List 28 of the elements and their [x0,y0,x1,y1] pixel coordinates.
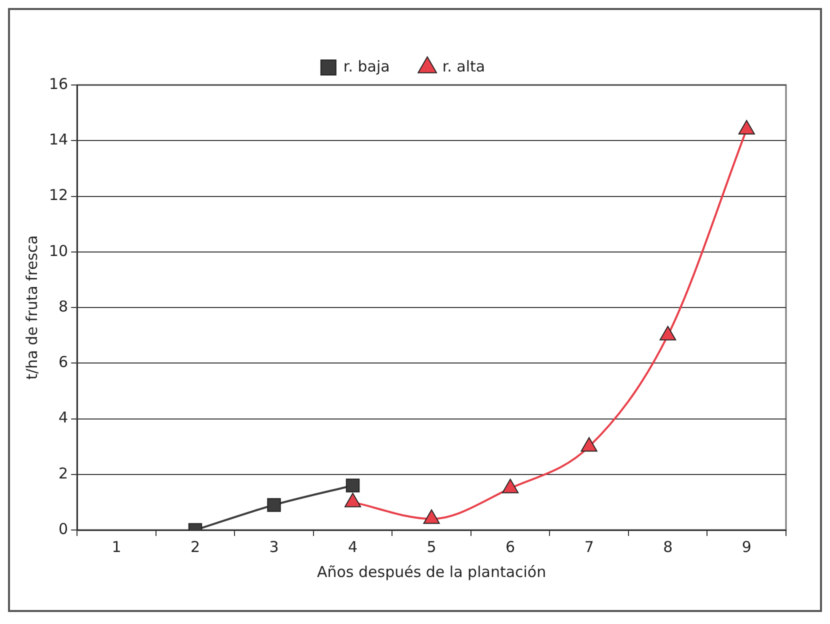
point [738,120,755,134]
y-tick-label: 10 [48,242,68,260]
legend-label: r. baja [343,57,390,76]
x-tick-label: 8 [663,538,673,556]
y-tick-label: 0 [58,520,68,538]
x-tick-label: 1 [112,538,122,556]
point [344,492,362,508]
point [660,326,676,340]
y-tick-label: 12 [48,186,68,204]
y-tick-label: 4 [58,408,68,427]
x-tick-label: 2 [190,538,200,556]
y-tick-label: 8 [58,297,68,316]
x-tick-label: 9 [742,538,752,556]
y-axis-title: t/ha de fruta fresca [22,235,41,380]
legend-label: r. alta [442,57,486,76]
y-tick-label: 16 [48,74,68,93]
x-tick-label: 4 [348,538,358,556]
x-tick-label: 6 [506,538,516,556]
x-tick-label: 7 [584,538,594,556]
point [423,509,440,524]
point [502,478,519,494]
x-tick-label: 5 [426,538,436,556]
y-tick-label: 14 [48,130,68,149]
y-tick-label: 2 [58,464,68,482]
x-tick-label: 3 [269,538,279,556]
point [580,437,598,452]
y-tick-label: 6 [58,353,68,372]
x-axis-title: Años después de la plantación [316,562,546,581]
